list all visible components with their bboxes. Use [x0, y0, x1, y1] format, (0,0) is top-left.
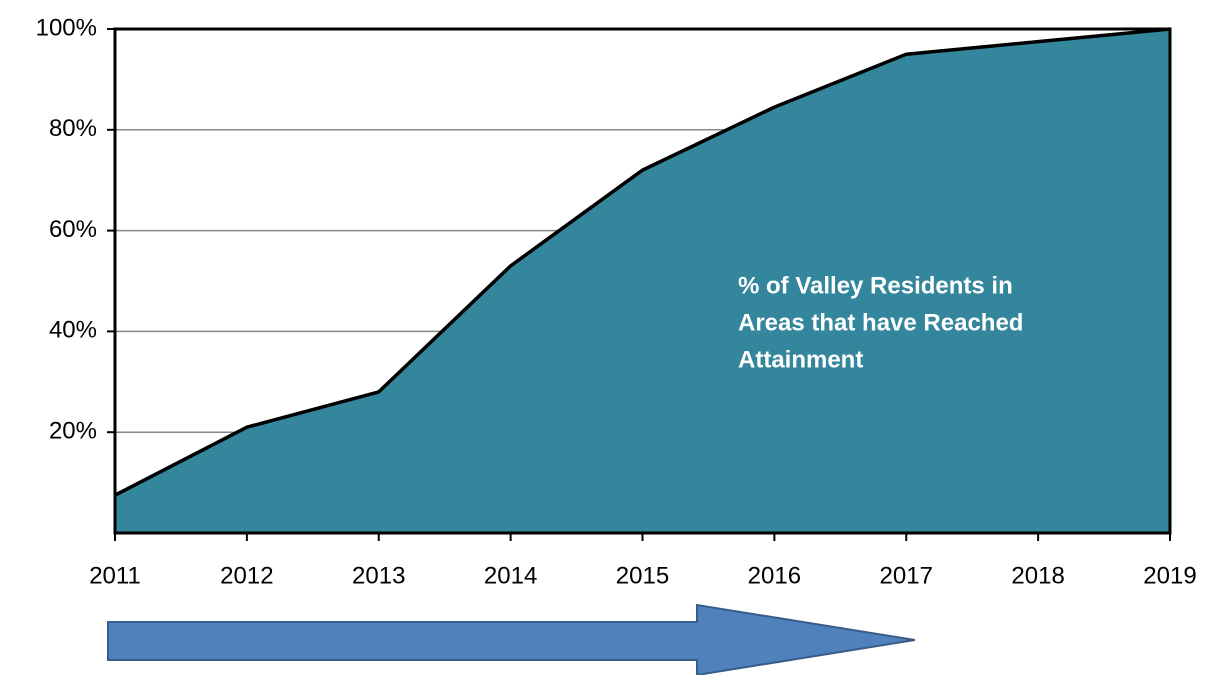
x-tick-label: 2015: [616, 562, 669, 589]
y-tick-label: 60%: [49, 216, 97, 243]
x-tick-label: 2014: [484, 562, 537, 589]
progress-arrow: [107, 603, 916, 675]
y-tick-label: 100%: [36, 14, 97, 41]
annotation: Attainment: [738, 346, 863, 373]
annotation: % of Valley Residents in: [738, 272, 1013, 299]
y-tick-label: 20%: [49, 418, 97, 445]
y-tick-label: 80%: [49, 115, 97, 142]
x-tick-label: 2017: [880, 562, 933, 589]
x-tick-label: 2019: [1143, 562, 1196, 589]
x-tick-label: 2012: [220, 562, 273, 589]
x-tick-label: 2018: [1011, 562, 1064, 589]
y-tick-label: 40%: [49, 317, 97, 344]
line: [114, 27, 1171, 497]
x-tick-label: 2011: [89, 562, 141, 589]
annotation: Areas that have Reached: [738, 309, 1023, 336]
x-tick-label: 2016: [748, 562, 801, 589]
x-tick-label: 2013: [352, 562, 405, 589]
area: [115, 29, 1170, 533]
